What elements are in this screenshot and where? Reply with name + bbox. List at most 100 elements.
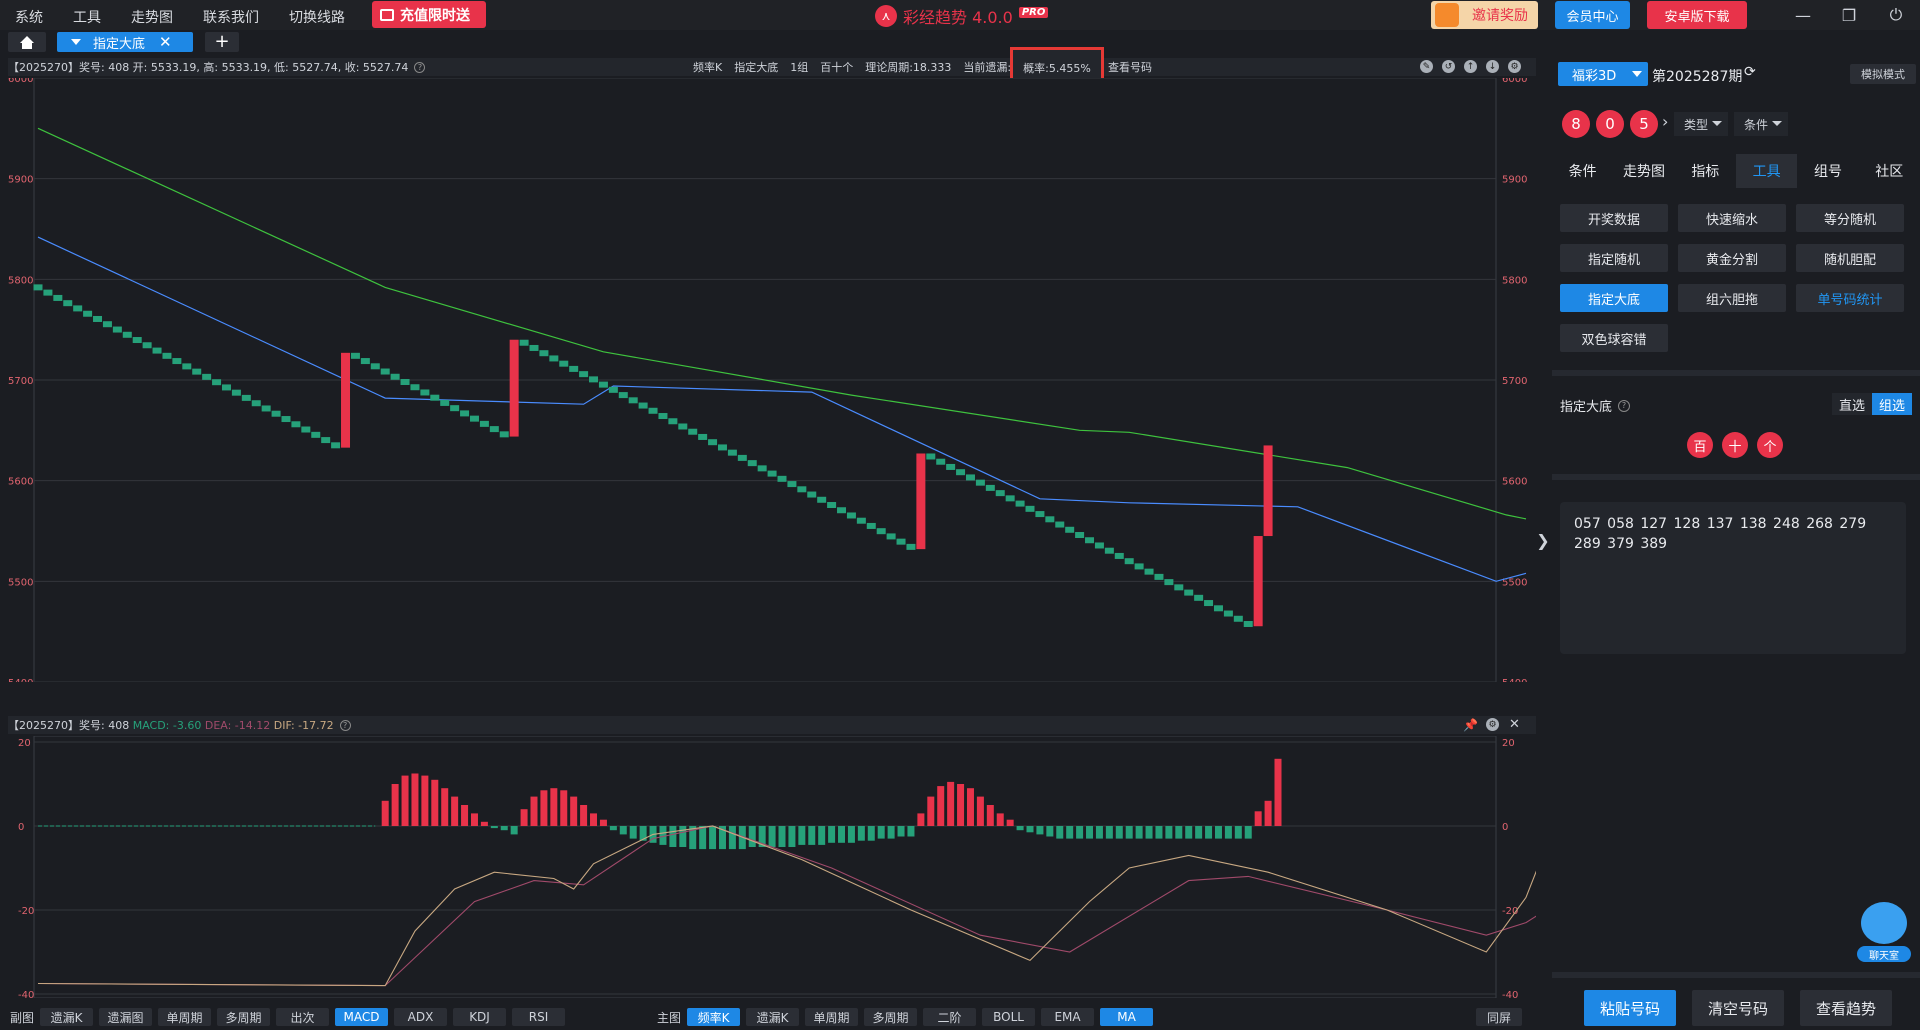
main-btn-single-cycle[interactable]: 单周期 — [805, 1008, 859, 1026]
tab-tools[interactable]: 工具 — [1735, 154, 1798, 188]
main-btn-multi-cycle[interactable]: 多周期 — [864, 1008, 918, 1026]
sub-btn-miss-chart[interactable]: 遗漏图 — [99, 1008, 153, 1026]
numbers-textarea[interactable]: 057 058 127 128 137 138 248 268 279 289 … — [1560, 502, 1906, 654]
candle-down — [717, 444, 727, 451]
condition-select[interactable]: 条件 — [1734, 112, 1788, 136]
sub-btn-miss-k[interactable]: 遗漏K — [40, 1008, 94, 1026]
refresh-icon[interactable]: ⟳ — [1744, 64, 1756, 80]
candle-down — [589, 376, 599, 383]
y-tick-label-left: 5800 — [8, 275, 33, 286]
pin-icon[interactable]: 📌 — [1463, 717, 1478, 732]
sub-btn-rsi[interactable]: RSI — [512, 1008, 566, 1026]
close-icon[interactable]: ✕ — [1509, 717, 1520, 732]
view-numbers-link[interactable]: 查看号码 — [1108, 61, 1152, 74]
tab-specified-base[interactable]: 指定大底 ✕ — [57, 32, 193, 52]
macd-histogram-bar — [818, 826, 826, 845]
add-tab-button[interactable]: + — [205, 32, 239, 52]
tool-double-color-tolerance[interactable]: 双色球容错 — [1560, 324, 1668, 352]
macd-histogram-bar — [758, 826, 766, 847]
main-btn-ema[interactable]: EMA — [1041, 1008, 1095, 1026]
tool-draw-data[interactable]: 开奖数据 — [1560, 204, 1668, 232]
home-button[interactable] — [8, 32, 46, 52]
tab-community[interactable]: 社区 — [1875, 164, 1904, 180]
macd-histogram-bar — [798, 826, 806, 845]
chevron-right-icon[interactable]: ❯ — [1536, 530, 1550, 550]
position-hundreds-button[interactable]: 百 — [1687, 432, 1713, 458]
candle-down — [93, 315, 103, 322]
type-select-label: 类型 — [1684, 117, 1709, 132]
menu-trend-chart[interactable]: 走势图 — [131, 10, 173, 26]
undo-icon[interactable]: ↺ — [1442, 60, 1455, 73]
clear-numbers-button[interactable]: 清空号码 — [1692, 990, 1784, 1026]
invite-reward-button[interactable]: 邀请奖励 — [1431, 1, 1538, 29]
tab-grouping[interactable]: 组号 — [1813, 164, 1842, 180]
edit-icon[interactable]: ✎ — [1420, 60, 1433, 73]
simulation-mode-button[interactable]: 模拟模式 — [1850, 64, 1916, 84]
main-btn-ma[interactable]: MA — [1100, 1008, 1154, 1026]
macd-histogram-bar — [996, 813, 1004, 826]
minimize-icon[interactable]: — — [1795, 5, 1811, 25]
menu-contact-us[interactable]: 联系我们 — [203, 10, 259, 26]
paste-numbers-button[interactable]: 粘贴号码 — [1584, 990, 1676, 1026]
macd-chart[interactable]: 20 20 0 0 -20 -20 -40 -40 — [0, 736, 1536, 998]
sub-btn-multi-cycle[interactable]: 多周期 — [217, 1008, 271, 1026]
close-icon[interactable]: ✕ — [159, 33, 172, 51]
chat-room-button[interactable]: 聊天室 — [1857, 902, 1911, 964]
plot-frame — [33, 736, 1497, 998]
chevron-right-icon[interactable]: › — [1662, 112, 1669, 131]
tab-indicators[interactable]: 指标 — [1691, 164, 1720, 180]
help-icon[interactable]: ? — [339, 719, 351, 731]
tab-conditions[interactable]: 条件 — [1568, 164, 1597, 180]
candle-down — [946, 463, 956, 470]
member-center-button[interactable]: 会员中心 — [1555, 1, 1630, 29]
lottery-select[interactable]: 福彩3D — [1558, 62, 1648, 86]
main-candlestick-chart[interactable]: 6000 6000 5900 5900 5800 5800 5700 5700 5600 5600… — [0, 78, 1536, 682]
sub-btn-macd[interactable]: MACD — [335, 1008, 389, 1026]
menu-system[interactable]: 系统 — [15, 10, 43, 26]
view-trend-button[interactable]: 查看趋势 — [1800, 990, 1892, 1026]
mode-direct-button[interactable]: 直选 — [1832, 393, 1872, 415]
same-screen-button[interactable]: 同屏 — [1476, 1008, 1522, 1026]
tool-group6-drag[interactable]: 组六胆拖 — [1678, 284, 1786, 312]
promo-recharge-button[interactable]: 充值限时送 — [372, 1, 486, 28]
tool-single-number-stats[interactable]: 单号码统计 — [1796, 284, 1904, 312]
power-icon[interactable]: ⏻ — [1889, 5, 1903, 24]
help-icon[interactable]: ? — [414, 61, 426, 73]
help-icon[interactable]: ? — [1618, 399, 1631, 412]
type-select[interactable]: 类型 — [1674, 112, 1728, 136]
tool-random-bank[interactable]: 随机胆配 — [1796, 244, 1904, 272]
main-btn-boll[interactable]: BOLL — [982, 1008, 1036, 1026]
sub-btn-occurrences[interactable]: 出次 — [276, 1008, 330, 1026]
main-btn-second-order[interactable]: 二阶 — [923, 1008, 977, 1026]
mode-group-button[interactable]: 组选 — [1872, 393, 1912, 415]
settings-icon[interactable]: ⚙ — [1508, 60, 1521, 73]
position-units-button[interactable]: 个 — [1757, 432, 1783, 458]
main-btn-miss-k[interactable]: 遗漏K — [746, 1008, 800, 1026]
menu-tools[interactable]: 工具 — [73, 10, 101, 26]
menu-switch-line[interactable]: 切换线路 — [289, 10, 345, 26]
tab-trend-chart[interactable]: 走势图 — [1622, 164, 1665, 180]
sub-btn-adx[interactable]: ADX — [394, 1008, 448, 1026]
macd-histogram-bar — [847, 826, 855, 843]
position-tens-button[interactable]: 十 — [1722, 432, 1748, 458]
candle-down — [231, 389, 241, 396]
tool-specified-random[interactable]: 指定随机 — [1560, 244, 1668, 272]
sub-btn-single-cycle[interactable]: 单周期 — [158, 1008, 212, 1026]
macd-histogram-bar — [778, 826, 786, 847]
y-tick-label-left: 5500 — [8, 577, 33, 588]
sub-btn-kdj[interactable]: KDJ — [453, 1008, 507, 1026]
tool-specified-base[interactable]: 指定大底 — [1560, 284, 1668, 312]
main-btn-frequency-k[interactable]: 频率K — [687, 1008, 741, 1026]
candle-down — [192, 368, 202, 375]
candle-down — [579, 371, 589, 378]
tool-golden-split[interactable]: 黄金分割 — [1678, 244, 1786, 272]
candle-down — [360, 358, 370, 365]
tool-quick-shrink[interactable]: 快速缩水 — [1678, 204, 1786, 232]
settings-icon[interactable]: ⚙ — [1486, 718, 1499, 731]
restore-icon[interactable]: ❐ — [1841, 5, 1857, 25]
candle-down — [370, 363, 380, 370]
tool-equal-random[interactable]: 等分随机 — [1796, 204, 1904, 232]
download-icon[interactable]: ↓ — [1486, 60, 1499, 73]
android-download-button[interactable]: 安卓版下载 — [1647, 1, 1747, 29]
upload-icon[interactable]: ↑ — [1464, 60, 1477, 73]
